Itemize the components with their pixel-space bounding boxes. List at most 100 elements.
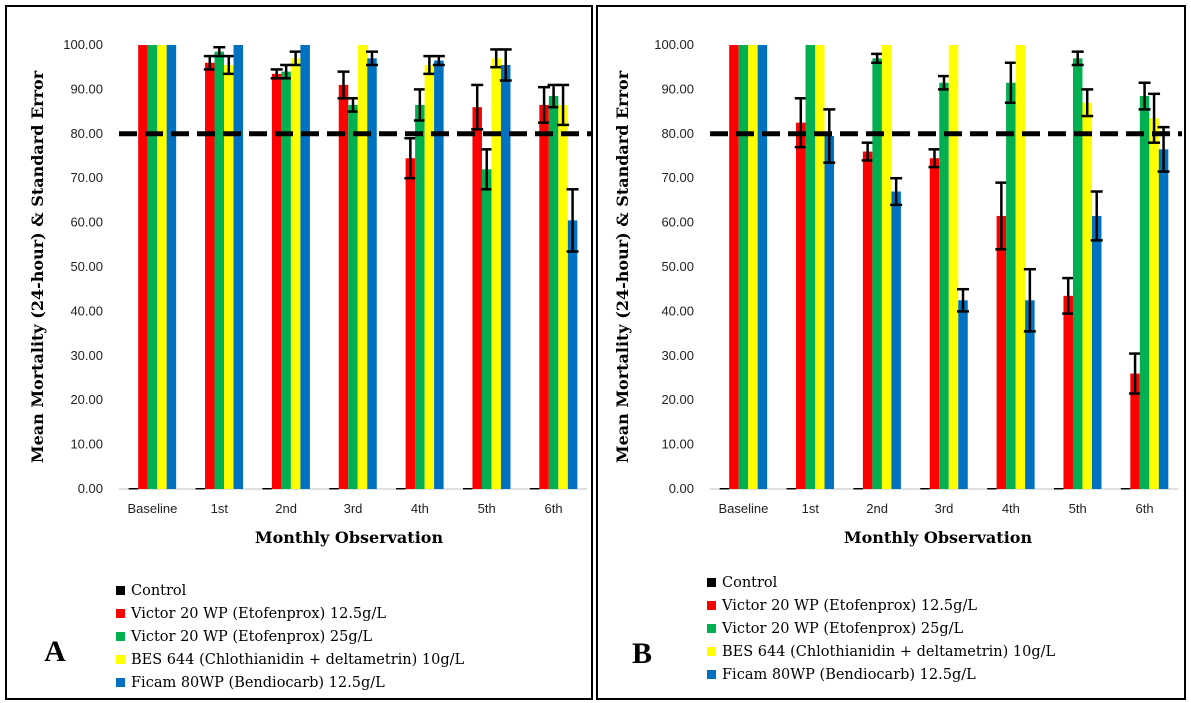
y-tick-label: 40.00 (70, 303, 103, 318)
legend-swatch (707, 601, 716, 610)
bar (853, 488, 863, 490)
y-tick-label: 40.00 (661, 303, 694, 318)
bar (166, 45, 177, 489)
bar (424, 64, 435, 490)
bar (948, 45, 959, 489)
y-axis-title: Mean Mortality (24-hour) & Standard Erro… (613, 70, 632, 463)
y-tick-label: 10.00 (70, 437, 103, 452)
bar (1072, 58, 1083, 489)
bar (434, 60, 444, 489)
legend-label: Control (131, 583, 187, 599)
x-axis-title: Monthly Observation (844, 528, 1033, 547)
y-tick-label: 70.00 (70, 170, 103, 185)
bar (929, 158, 940, 489)
bar (529, 488, 540, 490)
y-tick-label: 100.00 (654, 37, 694, 52)
bar (195, 488, 206, 490)
legend-swatch (116, 609, 125, 618)
legend-label: Ficam 80WP (Bendiocarb) 12.5g/L (131, 675, 385, 691)
bar (548, 96, 559, 489)
x-tick-label: 3rd (344, 501, 363, 516)
bar (224, 64, 234, 490)
x-tick-label: 5th (478, 501, 496, 516)
x-tick-label: 4th (1002, 501, 1020, 516)
bar (748, 45, 758, 489)
bar (157, 45, 167, 489)
bar (205, 62, 215, 489)
bar (500, 64, 511, 490)
legend-label: BES 644 (Chlothianidin + deltametrin) 10… (131, 652, 464, 668)
x-tick-label: Baseline (127, 501, 177, 516)
bar (872, 58, 882, 489)
x-tick-label: 6th (545, 501, 563, 516)
legend-swatch (707, 624, 716, 633)
chart-panel-b: 0.00 10.00 20.00 30.00 40.00 50.00 60.00 70.00 8… (596, 5, 1186, 700)
legend-label: BES 644 (Chlothianidin + deltametrin) 10… (722, 644, 1055, 660)
legend-swatch (707, 670, 716, 679)
bar (815, 45, 825, 489)
legend-swatch (707, 578, 716, 587)
bar (147, 45, 158, 489)
bar (481, 169, 492, 489)
y-tick-label: 30.00 (70, 348, 103, 363)
legend-swatch (116, 678, 125, 687)
y-tick-label: 80.00 (661, 126, 694, 141)
y-tick-label: 0.00 (78, 481, 103, 496)
x-axis-title: Monthly Observation (255, 528, 444, 547)
bar (891, 191, 901, 489)
bar (472, 107, 482, 489)
x-tick-label: 3rd (935, 501, 954, 516)
bar (462, 488, 473, 490)
panel-letter: A (44, 635, 66, 668)
bar (262, 488, 272, 490)
x-tick-label: 5th (1069, 501, 1087, 516)
y-tick-label: 30.00 (661, 348, 694, 363)
bar (1053, 488, 1064, 490)
y-tick-label: 80.00 (70, 126, 103, 141)
bar (796, 122, 806, 489)
bar (329, 488, 339, 490)
y-tick-label: 90.00 (661, 81, 694, 96)
bar (1082, 102, 1092, 489)
bar (729, 45, 739, 489)
bar (300, 45, 310, 489)
legend-swatch (116, 586, 125, 595)
bar (996, 215, 1007, 489)
bar (1130, 373, 1140, 489)
chart-a-svg: 0.00 10.00 20.00 30.00 40.00 50.00 60.00 70.00 8… (28, 37, 591, 691)
bar (396, 488, 406, 490)
bar (128, 488, 139, 490)
legend-label: Control (722, 575, 778, 591)
legend-label: Victor 20 WP (Etofenprox) 25g/L (721, 621, 963, 637)
bar (1091, 215, 1102, 489)
y-axis-title: Mean Mortality (24-hour) & Standard Erro… (28, 70, 47, 463)
legend-swatch (116, 655, 125, 664)
bar (1149, 118, 1159, 489)
x-tick-label: Baseline (718, 501, 768, 516)
bar (939, 82, 949, 490)
chart-panel-a: 0.00 10.00 20.00 30.00 40.00 50.00 60.00 70.00 8… (5, 5, 593, 700)
bar (290, 58, 301, 489)
bar (881, 45, 892, 489)
bar (757, 45, 768, 489)
legend-label: Victor 20 WP (Etofenprox) 12.5g/L (130, 606, 386, 622)
bar (1158, 149, 1169, 489)
legend-swatch (707, 647, 716, 656)
y-tick-label: 50.00 (70, 259, 103, 274)
x-tick-label: 1st (211, 501, 229, 516)
y-tick-label: 100.00 (63, 37, 103, 52)
bar (491, 58, 501, 489)
bar (281, 71, 291, 489)
y-tick-label: 20.00 (661, 392, 694, 407)
legend-swatch (116, 632, 125, 641)
bar (958, 300, 968, 489)
bar (805, 45, 816, 489)
legend-label: Victor 20 WP (Etofenprox) 25g/L (130, 629, 372, 645)
y-tick-label: 70.00 (661, 170, 694, 185)
bar (1006, 82, 1016, 490)
bar (786, 488, 797, 490)
bar (862, 151, 873, 489)
bar (338, 84, 349, 490)
bar (1063, 295, 1073, 489)
bar (719, 488, 730, 490)
